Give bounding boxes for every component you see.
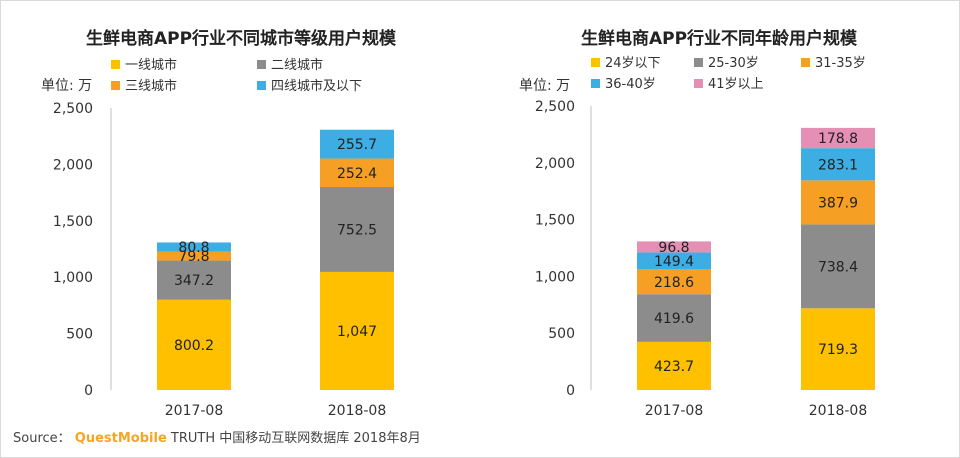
legend-swatch — [694, 79, 703, 88]
y-tick-label: 1,000 — [53, 270, 93, 286]
data-label: 79.8 — [178, 249, 209, 265]
y-tick-label: 500 — [548, 326, 575, 342]
legend-swatch — [111, 60, 120, 69]
data-label: 1,047 — [337, 324, 377, 340]
data-label: 252.4 — [337, 166, 377, 182]
source-brand: QuestMobile — [74, 431, 167, 446]
source-note: Source： QuestMobile TRUTH 中国移动互联网数据库 201… — [13, 427, 421, 446]
unit-label: 单位: 万 — [519, 78, 570, 94]
y-tick-label: 2,000 — [535, 156, 575, 172]
chart-title: 生鲜电商APP行业不同城市等级用户规模 — [86, 28, 397, 49]
source-text: TRUTH 中国移动互联网数据库 2018年8月 — [170, 431, 421, 446]
bar-segment — [320, 271, 394, 390]
x-tick-label: 2018-08 — [328, 403, 387, 419]
bar-segment — [637, 294, 711, 342]
unit-label: 单位: 万 — [41, 78, 92, 94]
bar-segment — [157, 251, 231, 261]
bar-segment — [157, 299, 231, 390]
bar-segment — [637, 252, 711, 270]
data-label: 423.7 — [654, 359, 694, 375]
bar-segment — [157, 242, 231, 252]
bar-segment — [637, 341, 711, 390]
legend-label: 25-30岁 — [708, 56, 759, 71]
y-tick-label: 2,500 — [535, 99, 575, 115]
legend-label: 24岁以下 — [605, 56, 661, 71]
bar-segment — [637, 269, 711, 295]
bar-segment — [801, 127, 875, 149]
y-tick-label: 500 — [66, 327, 93, 343]
y-tick-label: 2,000 — [53, 157, 93, 173]
y-tick-label: 1,500 — [53, 214, 93, 230]
bar-segment — [320, 187, 394, 272]
bar-segment — [801, 148, 875, 181]
y-tick-label: 0 — [84, 383, 93, 399]
data-label: 719.3 — [818, 342, 858, 358]
legend-swatch — [591, 58, 600, 67]
bar-segment — [801, 224, 875, 309]
legend-label: 一线城市 — [125, 57, 177, 73]
data-label: 283.1 — [818, 157, 858, 173]
data-label: 218.6 — [654, 275, 694, 291]
legend-swatch — [257, 60, 266, 69]
legend-swatch — [591, 79, 600, 88]
legend-label: 41岁以上 — [708, 77, 764, 92]
legend-label: 31-35岁 — [815, 56, 866, 71]
x-tick-label: 2017-08 — [165, 403, 224, 419]
y-tick-label: 1,500 — [535, 213, 575, 229]
legend-swatch — [111, 81, 120, 90]
y-tick-label: 0 — [566, 383, 575, 399]
data-label: 800.2 — [174, 338, 214, 354]
data-label: 419.6 — [654, 311, 694, 327]
legend-label: 36-40岁 — [605, 77, 656, 92]
legend-label: 二线城市 — [271, 57, 323, 73]
y-tick-label: 1,000 — [535, 269, 575, 285]
x-tick-label: 2017-08 — [645, 403, 704, 419]
legend-label: 三线城市 — [125, 78, 177, 94]
data-label: 96.8 — [658, 240, 689, 256]
data-label: 255.7 — [337, 137, 377, 153]
legend-swatch — [257, 81, 266, 90]
data-label: 752.5 — [337, 222, 377, 238]
data-label: 149.4 — [654, 254, 694, 270]
data-label: 347.2 — [174, 273, 214, 289]
bar-segment — [157, 260, 231, 300]
legend-label: 四线城市及以下 — [271, 78, 362, 94]
source-label: Source： — [13, 431, 71, 446]
bar-segment — [320, 158, 394, 188]
data-label: 178.8 — [818, 131, 858, 147]
chart-title: 生鲜电商APP行业不同年龄用户规模 — [581, 28, 858, 49]
legend-swatch — [694, 58, 703, 67]
bar-segment — [801, 308, 875, 390]
data-label: 387.9 — [818, 195, 858, 211]
bar-segment — [320, 129, 394, 159]
y-tick-label: 2,500 — [53, 101, 93, 117]
legend-swatch — [801, 58, 810, 67]
bar-segment — [637, 241, 711, 253]
data-label: 80.8 — [178, 240, 209, 256]
x-tick-label: 2018-08 — [809, 403, 868, 419]
bar-segment — [801, 180, 875, 225]
data-label: 738.4 — [818, 259, 858, 275]
